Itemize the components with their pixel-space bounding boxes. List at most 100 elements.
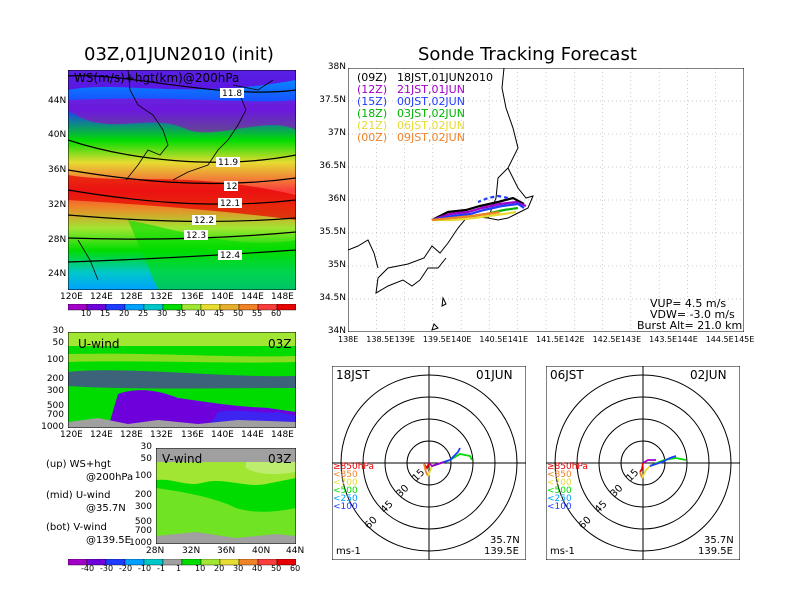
hodograph-trace xyxy=(428,461,445,468)
colorbar-tick: 40 xyxy=(195,309,206,318)
speed-colorbar-ticks: 10 15 20 25 30 35 40 45 50 55 60 xyxy=(68,309,296,321)
lon-tick: 148E xyxy=(271,292,294,302)
lat-tick: 35.5N xyxy=(319,227,346,237)
lon-tick: 139.5E xyxy=(422,335,451,344)
level-entry: <500 xyxy=(547,486,572,496)
hodo2-lon: 139.5E xyxy=(698,546,733,557)
lon-tick: 143.5E xyxy=(649,335,678,344)
lon-tick: 136E xyxy=(181,430,204,440)
lon-tick: 144.5E xyxy=(705,335,734,344)
contour-label: 12.1 xyxy=(220,199,240,209)
pressure-tick: 700 xyxy=(46,410,64,421)
lat-tick: 28N xyxy=(146,546,165,556)
hodograph-trace xyxy=(427,465,433,477)
colorbar-tick: 1 xyxy=(176,564,182,573)
lat-tick: 36N xyxy=(217,546,236,556)
speed-colorbar xyxy=(68,304,296,311)
lon-tick: 141E xyxy=(507,335,529,344)
level-entry: <250 xyxy=(333,494,358,504)
legend-code: (09Z) xyxy=(357,71,388,84)
legend-entry: (09Z) 18JST,01JUN2010 xyxy=(357,72,493,84)
level-entry: ≥850hPa xyxy=(333,462,374,472)
level-entry: <850 xyxy=(333,470,358,480)
vup-text: VUP= 4.5 m/s xyxy=(650,297,727,310)
note-mid: (mid) U-wind xyxy=(46,490,111,501)
hodo1-time: 18JST xyxy=(336,368,370,382)
legend-entry: (12Z) 21JST,01JUN xyxy=(357,84,493,96)
legend-code: (15Z) xyxy=(357,95,388,108)
lon-tick: 144E xyxy=(241,292,264,302)
v-wind-time: 03Z xyxy=(268,452,292,466)
time-legend: (09Z) 18JST,01JUN2010 (12Z) 21JST,01JUN (15Z… xyxy=(357,72,493,144)
lat-tick: 32N xyxy=(182,546,201,556)
lon-tick: 143E xyxy=(620,335,642,344)
colorbar-swatch xyxy=(276,559,296,566)
level-entry: <250 xyxy=(547,494,572,504)
colorbar-tick: 20 xyxy=(119,309,130,318)
pressure-tick: 100 xyxy=(46,354,64,365)
pressure-tick: 100 xyxy=(134,470,152,481)
hodo1-level-legend: ≥850hPa <850 <700 <500 <250 <100 xyxy=(333,462,374,512)
v-wind-title: V-wind xyxy=(162,452,203,466)
wind-colorbar xyxy=(68,559,296,566)
right-title: Sonde Tracking Forecast xyxy=(418,44,637,65)
colorbar-tick: 15 xyxy=(100,309,111,318)
lat-tick: 32N xyxy=(48,200,67,210)
lon-tick: 128E xyxy=(120,292,143,302)
u-wind-panel xyxy=(68,332,296,428)
legend-entry: (18Z) 03JST,02JUN xyxy=(357,108,493,120)
colorbar-tick: 50 xyxy=(271,564,282,573)
colorbar-tick: 60 xyxy=(290,564,301,573)
colorbar-tick: 40 xyxy=(252,564,263,573)
colorbar-tick: 10 xyxy=(195,564,206,573)
pressure-tick: 50 xyxy=(52,337,64,348)
lon-tick: 140E xyxy=(211,292,234,302)
legend-time: 03JST,02JUN xyxy=(397,107,465,120)
note-upper-level: @200hPa xyxy=(86,472,134,483)
colorbar-tick: -40 xyxy=(81,564,95,573)
lon-tick: 145E xyxy=(734,335,755,344)
note-mid-level: @35.7N xyxy=(86,503,126,514)
legend-code: (00Z) xyxy=(357,131,388,144)
left-title: 03Z,01JUN2010 (init) xyxy=(84,44,274,65)
hodo2-time: 06JST xyxy=(550,368,584,382)
v-wind-panel xyxy=(156,448,296,544)
hodo2-lat: 35.7N xyxy=(704,535,734,546)
lon-tick: 144E xyxy=(677,335,698,344)
lon-tick: 138.5E xyxy=(366,335,395,344)
lat-tick: 34N xyxy=(327,326,346,336)
pressure-tick: 30 xyxy=(52,326,64,336)
contour-label: 12 xyxy=(226,182,237,192)
colorbar-tick: 50 xyxy=(233,309,244,318)
contour-label: 11.9 xyxy=(218,158,238,168)
lat-tick: 37N xyxy=(327,128,346,138)
colorbar-tick: 10 xyxy=(81,309,92,318)
pressure-tick: 200 xyxy=(46,374,64,384)
lon-tick: 132E xyxy=(150,292,173,302)
colorbar-tick: 55 xyxy=(252,309,263,318)
hodo2-level-legend: ≥850hPa <850 <700 <500 <250 <100 xyxy=(547,463,588,512)
lon-tick: 140E xyxy=(211,430,234,440)
legend-entry: (21Z) 06JST,02JUN xyxy=(357,120,493,132)
level-entry: <850 xyxy=(547,470,572,480)
lat-tick: 34.5N xyxy=(319,293,346,303)
hodograph-trace xyxy=(423,463,429,477)
legend-time: 18JST,01JUN2010 xyxy=(397,71,493,84)
colorbar-tick: 35 xyxy=(176,309,187,318)
wind-speed-map: 11.8 11.9 12 12.1 12.2 12.3 12.4 xyxy=(68,70,296,290)
contour-label: 12.3 xyxy=(186,231,206,241)
lat-tick: 28N xyxy=(48,235,67,245)
colorbar-tick: -30 xyxy=(100,564,114,573)
burst-text: Burst Alt= 21.0 km xyxy=(637,319,743,332)
pressure-tick: 500 xyxy=(134,516,152,527)
lon-tick: 128E xyxy=(120,430,143,440)
lat-tick: 36N xyxy=(327,194,346,204)
lon-tick: 142.5E xyxy=(592,335,621,344)
contour-label: 12.4 xyxy=(220,251,240,261)
colorbar-tick: 60 xyxy=(271,309,282,318)
legend-code: (18Z) xyxy=(357,107,388,120)
hodograph-trace xyxy=(649,455,677,467)
lon-tick: 124E xyxy=(90,430,113,440)
